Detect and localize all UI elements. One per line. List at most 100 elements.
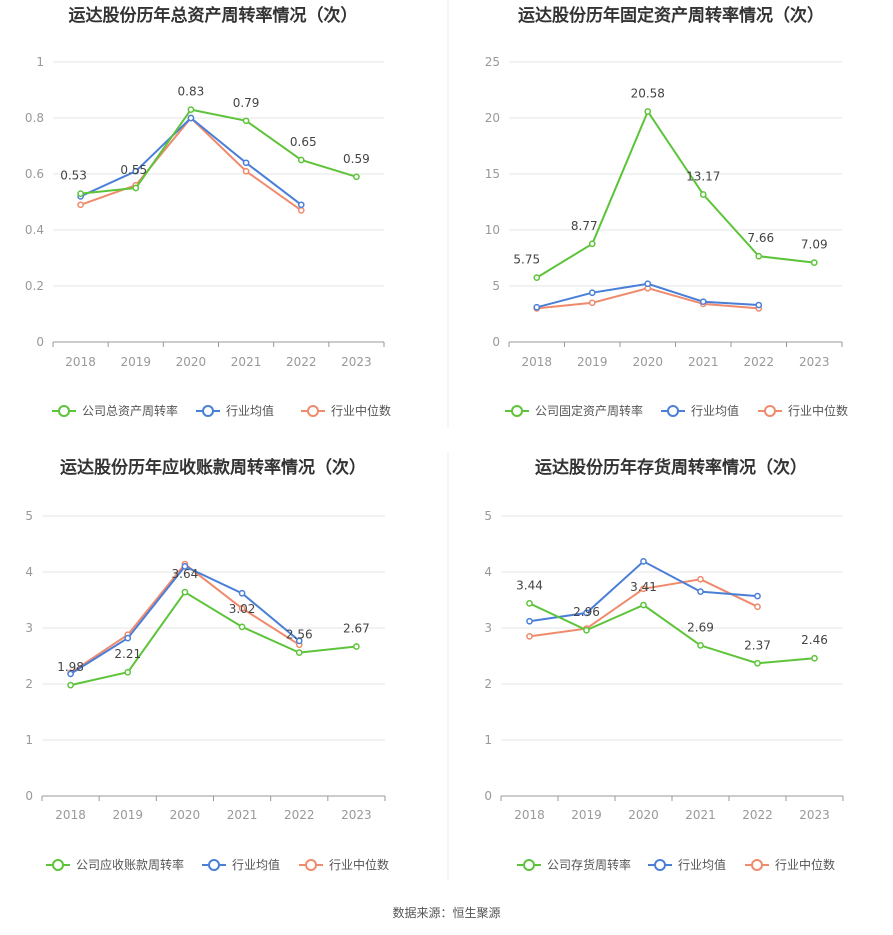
legend-item[interactable]: 行业中位数: [301, 403, 391, 418]
y-tick-label: 5: [25, 509, 33, 523]
data-point: [124, 634, 132, 642]
data-point: [699, 298, 707, 306]
x-tick-label: 2022: [286, 355, 317, 369]
data-point: [697, 642, 704, 649]
legend-marker-icon: [511, 405, 523, 417]
legend-item[interactable]: 公司固定资产周转率: [505, 403, 643, 418]
data-point: [238, 605, 246, 612]
series-line: [536, 109, 815, 279]
legend-item[interactable]: 行业中位数: [299, 857, 389, 872]
data-point: [67, 681, 74, 689]
x-tick-label: 2021: [685, 808, 716, 822]
data-label: 0.83: [178, 85, 205, 99]
data-label: 0.55: [120, 163, 147, 177]
series-line: [80, 116, 302, 206]
x-tick-label: 2018: [514, 808, 545, 822]
legend-item[interactable]: 行业均值: [196, 403, 274, 418]
legend-marker-icon: [523, 859, 535, 871]
data-point: [526, 633, 533, 640]
data-point: [699, 191, 707, 198]
data-label: 3.64: [172, 567, 199, 581]
data-point: [810, 259, 818, 266]
data-label: 2.69: [687, 620, 714, 634]
data-point: [295, 649, 303, 656]
x-tick-label: 2020: [632, 355, 663, 369]
legend-item[interactable]: 行业中位数: [745, 857, 835, 872]
legend-item[interactable]: 行业均值: [202, 857, 280, 872]
data-label: 0.53: [60, 169, 87, 183]
series-line: [80, 108, 357, 195]
x-tick-label: 2023: [341, 808, 372, 822]
x-tick-label: 2018: [55, 808, 86, 822]
series-line: [80, 116, 302, 212]
data-point: [181, 588, 189, 596]
x-tick-label: 2019: [112, 808, 143, 822]
y-tick-label: 3: [25, 621, 33, 635]
legend-label: 行业均值: [232, 857, 280, 872]
data-point: [640, 601, 647, 609]
data-point: [132, 167, 140, 175]
data-point: [353, 643, 360, 650]
data-label: 13.17: [686, 169, 720, 183]
legend-label: 行业均值: [678, 857, 726, 872]
data-point: [77, 201, 84, 209]
data-point: [242, 167, 250, 175]
data-label: 3.44: [516, 578, 543, 592]
legend-item[interactable]: 公司存货周转率: [517, 857, 631, 872]
x-tick-label: 2022: [743, 355, 774, 369]
y-tick-label: 1: [484, 733, 492, 747]
data-label: 2.37: [744, 638, 771, 652]
legend-marker-icon: [58, 405, 70, 417]
data-point: [124, 668, 132, 676]
chart-title: 运达股份历年总资产周转率情况（次）: [69, 5, 358, 26]
data-point: [297, 156, 305, 164]
series-line: [529, 602, 815, 665]
legend-marker-icon: [52, 859, 64, 871]
data-point: [755, 301, 763, 309]
y-tick-label: 0.6: [25, 167, 44, 181]
legend-item[interactable]: 行业均值: [648, 857, 726, 872]
legend-marker-icon: [667, 405, 679, 417]
data-label: 3.02: [229, 602, 256, 616]
y-tick-label: 1: [36, 55, 44, 69]
x-tick-label: 2018: [65, 355, 96, 369]
data-point: [811, 654, 818, 662]
x-tick-label: 2022: [284, 808, 315, 822]
legend-label: 行业中位数: [788, 403, 848, 418]
data-point: [353, 173, 360, 181]
data-source: 数据来源：恒生聚源: [392, 906, 501, 920]
data-point: [238, 623, 246, 631]
y-tick-label: 10: [485, 223, 500, 237]
data-label: 0.79: [233, 96, 260, 110]
legend-label: 公司总资产周转率: [82, 403, 178, 418]
legend-label: 行业中位数: [329, 857, 389, 872]
data-label: 0.65: [290, 135, 317, 149]
x-tick-label: 2021: [227, 808, 258, 822]
data-point: [67, 670, 74, 678]
data-label: 5.75: [513, 253, 540, 267]
series-line: [70, 565, 300, 675]
data-label: 2.56: [286, 628, 313, 642]
data-point: [297, 207, 305, 214]
data-point: [754, 603, 761, 611]
y-tick-label: 0.8: [25, 111, 44, 125]
y-tick-label: 5: [484, 509, 492, 523]
x-tick-label: 2018: [521, 355, 552, 369]
series-line: [70, 590, 357, 687]
legend-item[interactable]: 公司总资产周转率: [52, 403, 178, 418]
legend-item[interactable]: 行业中位数: [758, 403, 848, 418]
data-point: [755, 252, 763, 260]
legend-label: 公司存货周转率: [547, 857, 631, 872]
data-label: 2.21: [114, 647, 141, 661]
data-label: 20.58: [631, 87, 665, 101]
data-point: [588, 240, 596, 248]
legend-item[interactable]: 公司应收账款周转率: [46, 857, 184, 872]
y-tick-label: 0: [25, 789, 33, 803]
legend-label: 行业均值: [691, 403, 739, 418]
legend-item[interactable]: 行业均值: [661, 403, 739, 418]
y-tick-label: 4: [25, 565, 33, 579]
data-point: [526, 600, 533, 607]
data-point: [242, 117, 250, 125]
y-tick-label: 2: [484, 677, 492, 691]
data-point: [754, 659, 761, 667]
